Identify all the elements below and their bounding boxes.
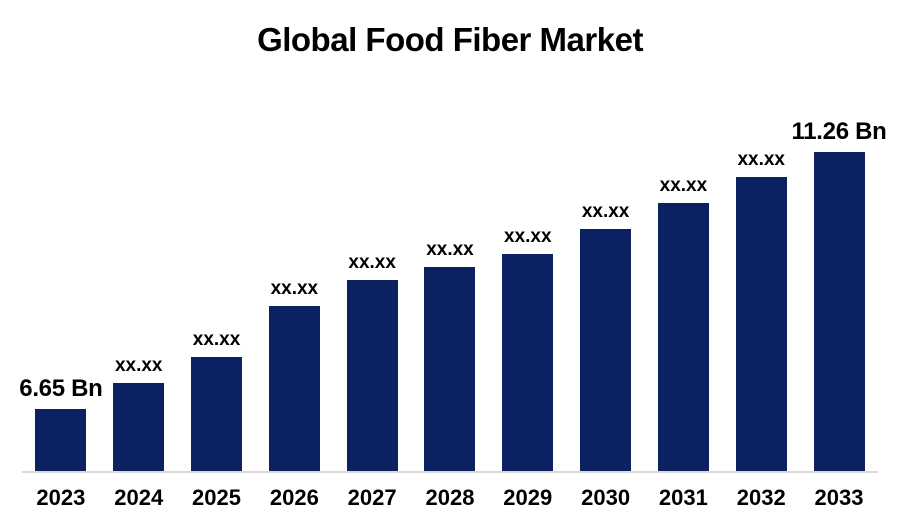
bar-group: xx.xx <box>100 355 178 471</box>
x-axis-tick-label: 2030 <box>581 484 631 510</box>
chart-title: Global Food Fiber Market <box>257 21 643 58</box>
bar-value-label: xx.xx <box>737 149 785 171</box>
bar <box>657 203 709 471</box>
bar-value-label: xx.xx <box>192 329 241 351</box>
bar-value-label: xx.xx <box>581 201 630 223</box>
plot-area: 6.65 Bn xx.xx xx.xx xx.xx xx.xx xx.xx xx… <box>19 0 887 525</box>
x-axis-tick-label: 2029 <box>503 484 553 510</box>
x-axis-tick-label: 2024 <box>114 484 164 510</box>
bar-group: xx.xx <box>255 278 333 471</box>
bar <box>191 357 243 471</box>
x-axis-tick-label: 2033 <box>814 484 864 510</box>
bar-value-label: 11.26 Bn <box>791 117 887 145</box>
bar-value-label: xx.xx <box>426 239 474 261</box>
bar-value-label: xx.xx <box>659 175 708 197</box>
x-axis-tick-label: 2031 <box>658 484 708 510</box>
bar <box>346 280 398 471</box>
bar-group: xx.xx <box>645 175 723 471</box>
bars-container: 6.65 Bn xx.xx xx.xx xx.xx xx.xx xx.xx xx… <box>19 81 887 471</box>
bar <box>268 306 320 471</box>
bar-group: 6.65 Bn <box>19 374 103 471</box>
x-axis-tick-label: 2028 <box>425 484 475 510</box>
bar <box>502 254 554 471</box>
bar <box>424 267 476 471</box>
x-axis-tick-label: 2027 <box>347 484 397 510</box>
bar-value-label: xx.xx <box>114 355 163 377</box>
bar <box>113 383 165 471</box>
bar-group: xx.xx <box>178 329 256 471</box>
bar-value-label: 6.65 Bn <box>19 374 103 402</box>
bar <box>735 177 787 471</box>
bar-group: 11.26 Bn <box>792 118 887 471</box>
bar-value-label: xx.xx <box>270 278 319 300</box>
bar-group: xx.xx <box>567 201 645 471</box>
bar-group: xx.xx <box>722 149 800 471</box>
x-axis-tick-label: 2023 <box>36 484 86 510</box>
bar-group: xx.xx <box>489 226 567 471</box>
bar-value-label: xx.xx <box>504 226 552 248</box>
x-axis-tick-label: 2032 <box>736 484 786 510</box>
bar-group: xx.xx <box>333 252 411 471</box>
x-axis-labels: 2023 2024 2025 2026 2027 2028 2029 2030 … <box>22 484 878 510</box>
bar-group: xx.xx <box>411 239 489 471</box>
bar <box>35 409 87 471</box>
bar-value-label: xx.xx <box>348 252 396 274</box>
x-axis-tick-label: 2025 <box>192 484 241 510</box>
x-axis-line <box>22 471 878 473</box>
bar <box>580 229 632 471</box>
x-axis-tick-label: 2026 <box>269 484 319 510</box>
bar <box>813 152 865 471</box>
